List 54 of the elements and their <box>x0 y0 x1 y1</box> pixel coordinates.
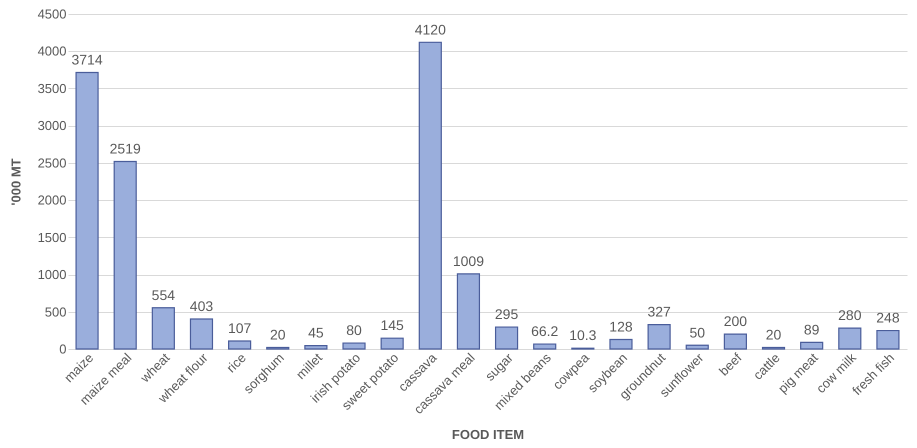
y-tick-label: 2500 <box>38 155 66 170</box>
y-tick-label: 3000 <box>38 118 66 134</box>
bar <box>609 338 633 350</box>
bar <box>876 330 900 350</box>
bar <box>686 344 709 350</box>
data-label: 45 <box>308 324 324 341</box>
data-label: 89 <box>804 321 820 338</box>
data-label: 145 <box>380 317 404 334</box>
data-label: 128 <box>609 318 633 334</box>
bar <box>800 342 824 350</box>
data-label: 3714 <box>71 52 103 68</box>
y-tick-label: 3500 <box>38 80 66 96</box>
bar <box>152 307 175 350</box>
data-label: 107 <box>228 320 252 336</box>
data-label: 10.3 <box>569 327 597 344</box>
bar <box>114 160 137 350</box>
bar <box>724 334 747 350</box>
y-tick-label: 500 <box>44 304 66 320</box>
bar <box>418 42 442 350</box>
bar <box>456 273 480 350</box>
bar <box>190 318 214 350</box>
x-tick-label: rice <box>223 350 249 376</box>
x-axis-title: FOOD ITEM <box>452 426 524 442</box>
data-label: 554 <box>152 286 176 303</box>
bar <box>494 326 518 350</box>
data-label: 1009 <box>452 252 484 269</box>
data-label: 248 <box>876 310 900 326</box>
y-axis-title: '000 MT <box>8 158 24 206</box>
bar <box>533 343 556 350</box>
bar <box>838 328 862 350</box>
y-tick-label: 2000 <box>38 192 66 208</box>
bar <box>648 324 671 350</box>
data-label: 80 <box>346 322 362 338</box>
y-tick-label: 0 <box>59 342 66 356</box>
data-label: 20 <box>766 326 782 343</box>
data-label: 295 <box>494 306 518 322</box>
data-label: 2519 <box>110 140 141 156</box>
data-label: 200 <box>724 313 748 330</box>
bar <box>75 72 99 350</box>
data-label: 327 <box>647 304 672 320</box>
bar <box>304 345 328 350</box>
y-tick-label: 1500 <box>38 230 66 245</box>
y-tick-label: 4500 <box>38 6 66 22</box>
y-tick-label: 1000 <box>38 267 66 282</box>
bar <box>228 340 252 350</box>
y-tick-label: 4000 <box>38 44 66 59</box>
bar <box>342 342 366 350</box>
bar <box>380 338 404 350</box>
data-label: 20 <box>270 326 286 343</box>
data-label: 50 <box>689 324 706 340</box>
data-label: 66.2 <box>531 323 559 340</box>
data-label: 4120 <box>414 21 446 38</box>
data-label: 403 <box>190 298 214 314</box>
data-label: 280 <box>838 307 862 324</box>
